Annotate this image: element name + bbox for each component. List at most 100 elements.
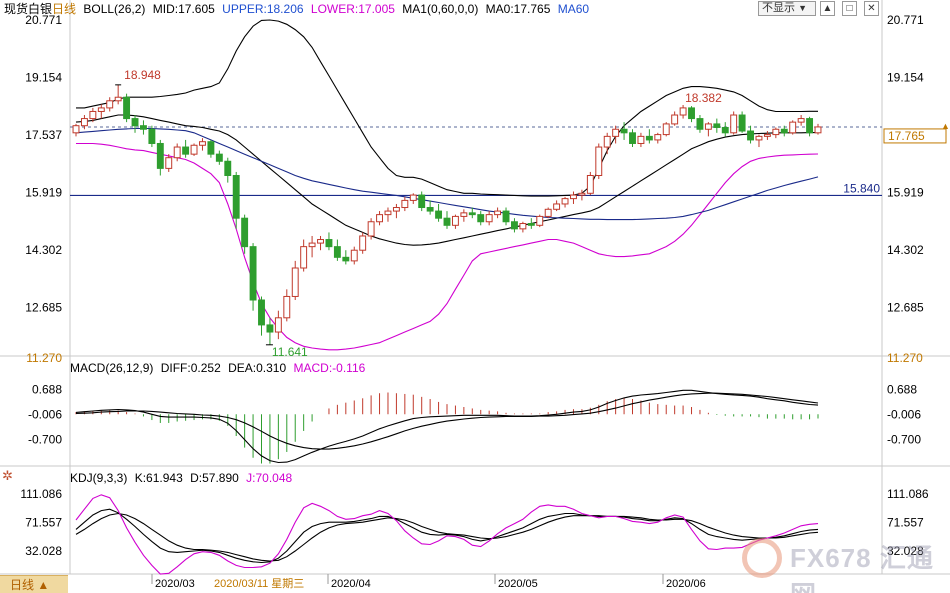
candle-body [72, 125, 80, 134]
price-axis-right-label: 14.302 [887, 243, 924, 257]
candle [603, 132, 611, 155]
candle-body [679, 107, 687, 116]
candle [468, 207, 476, 219]
candle-body [553, 203, 561, 210]
candle [645, 129, 653, 144]
candle [291, 260, 299, 301]
period-tab-label: 日线 ▲ [10, 578, 50, 592]
candle-body [249, 246, 257, 301]
candle-body [620, 128, 628, 134]
candle [797, 115, 805, 126]
candle [755, 134, 763, 148]
candle [612, 125, 620, 144]
candle-body [317, 239, 324, 244]
candle [418, 191, 426, 212]
square-icon: □ [846, 3, 853, 14]
price-axis-right-label: 12.685 [887, 301, 924, 315]
ma-label: MA1(0,60,0,0) [402, 2, 479, 16]
candle-body [342, 256, 350, 262]
candle-body [114, 96, 122, 102]
boll-mid-line [75, 114, 818, 246]
candle-body [392, 207, 400, 212]
candle-body [325, 239, 333, 248]
candle-body [80, 118, 88, 127]
candle-body [190, 144, 198, 155]
candle-body [738, 114, 746, 132]
candle [713, 118, 721, 133]
candle [772, 127, 780, 139]
watermark: FX678 汇通网 [790, 543, 934, 593]
gear-icon[interactable]: ✲ [2, 468, 13, 483]
candle [721, 122, 729, 137]
candle [89, 107, 97, 123]
macd-axis-left-label: -0.700 [28, 433, 62, 447]
kdj-header: KDJ(9,3,3) K:61.943 D:57.890 J:70.048 [70, 469, 296, 487]
candle [106, 97, 114, 112]
candle [376, 211, 383, 226]
kdj-j: J:70.048 [246, 471, 293, 485]
period-tab[interactable]: 日线 ▲ [0, 575, 68, 593]
price-axis-left-label: 14.302 [25, 243, 62, 257]
candle-body [468, 212, 476, 216]
kdj-axis-right-label: 71.557 [887, 515, 924, 529]
watermark-sun-icon [742, 538, 782, 578]
price-axis-right-label: 19.154 [887, 71, 924, 85]
candle-body [755, 135, 763, 141]
candle [224, 157, 232, 183]
candle [266, 317, 274, 345]
collapse-button[interactable]: ▲ [820, 1, 835, 16]
candle [629, 129, 636, 148]
candle-body [612, 128, 620, 137]
candle-body [401, 199, 409, 209]
candle [333, 239, 341, 261]
candle-body [713, 123, 721, 128]
kdj-axis-left-label: 71.557 [25, 515, 62, 529]
candle [561, 196, 569, 208]
price-axis-right-label: 11.270 [887, 351, 923, 365]
candle-body [451, 215, 459, 226]
price-axis-left-label: 11.270 [26, 351, 62, 365]
current-price-box [883, 128, 947, 144]
candle [553, 200, 561, 212]
kdj-axis-right-label: 32.028 [887, 544, 924, 558]
macd-value: MACD:-0.116 [293, 361, 366, 375]
candle-body [123, 96, 131, 120]
macd-diff-line [75, 389, 819, 464]
candle-body [806, 118, 814, 134]
period-label[interactable]: 日线 [52, 2, 77, 16]
triangle-up-icon: ▲ [822, 3, 833, 14]
candle [662, 122, 670, 137]
price-axis-left-label: 20.771 [25, 13, 62, 27]
candle-body [536, 215, 544, 226]
candle-body [814, 126, 822, 134]
kdj-label: KDJ(9,3,3) [70, 471, 128, 485]
kdj-j-line [75, 494, 819, 575]
candle-body [603, 135, 611, 148]
candle-body [789, 121, 797, 134]
not-show-dropdown[interactable]: 不显示 ▼ [758, 1, 816, 16]
candle [207, 139, 215, 158]
candle-body [477, 214, 485, 223]
candle-body [511, 221, 518, 230]
candle [249, 243, 257, 311]
kdj-d: D:57.890 [190, 471, 239, 485]
candle [342, 250, 350, 265]
candle [511, 218, 518, 233]
candle-body [637, 135, 645, 144]
boll-mid: MID:17.605 [152, 2, 215, 16]
candle-body [704, 123, 712, 130]
candle [747, 125, 754, 144]
candle-body [494, 210, 502, 216]
ma60-label: MA60 [557, 2, 590, 16]
close-button[interactable]: ✕ [864, 1, 879, 16]
maximize-button[interactable]: □ [842, 1, 857, 16]
candle [780, 125, 788, 137]
ma60-line [75, 127, 819, 221]
candle [123, 93, 131, 123]
candle [148, 125, 156, 148]
candle-body [266, 324, 274, 333]
macd-axis-right-label: -0.006 [887, 407, 921, 421]
candle [527, 218, 535, 229]
